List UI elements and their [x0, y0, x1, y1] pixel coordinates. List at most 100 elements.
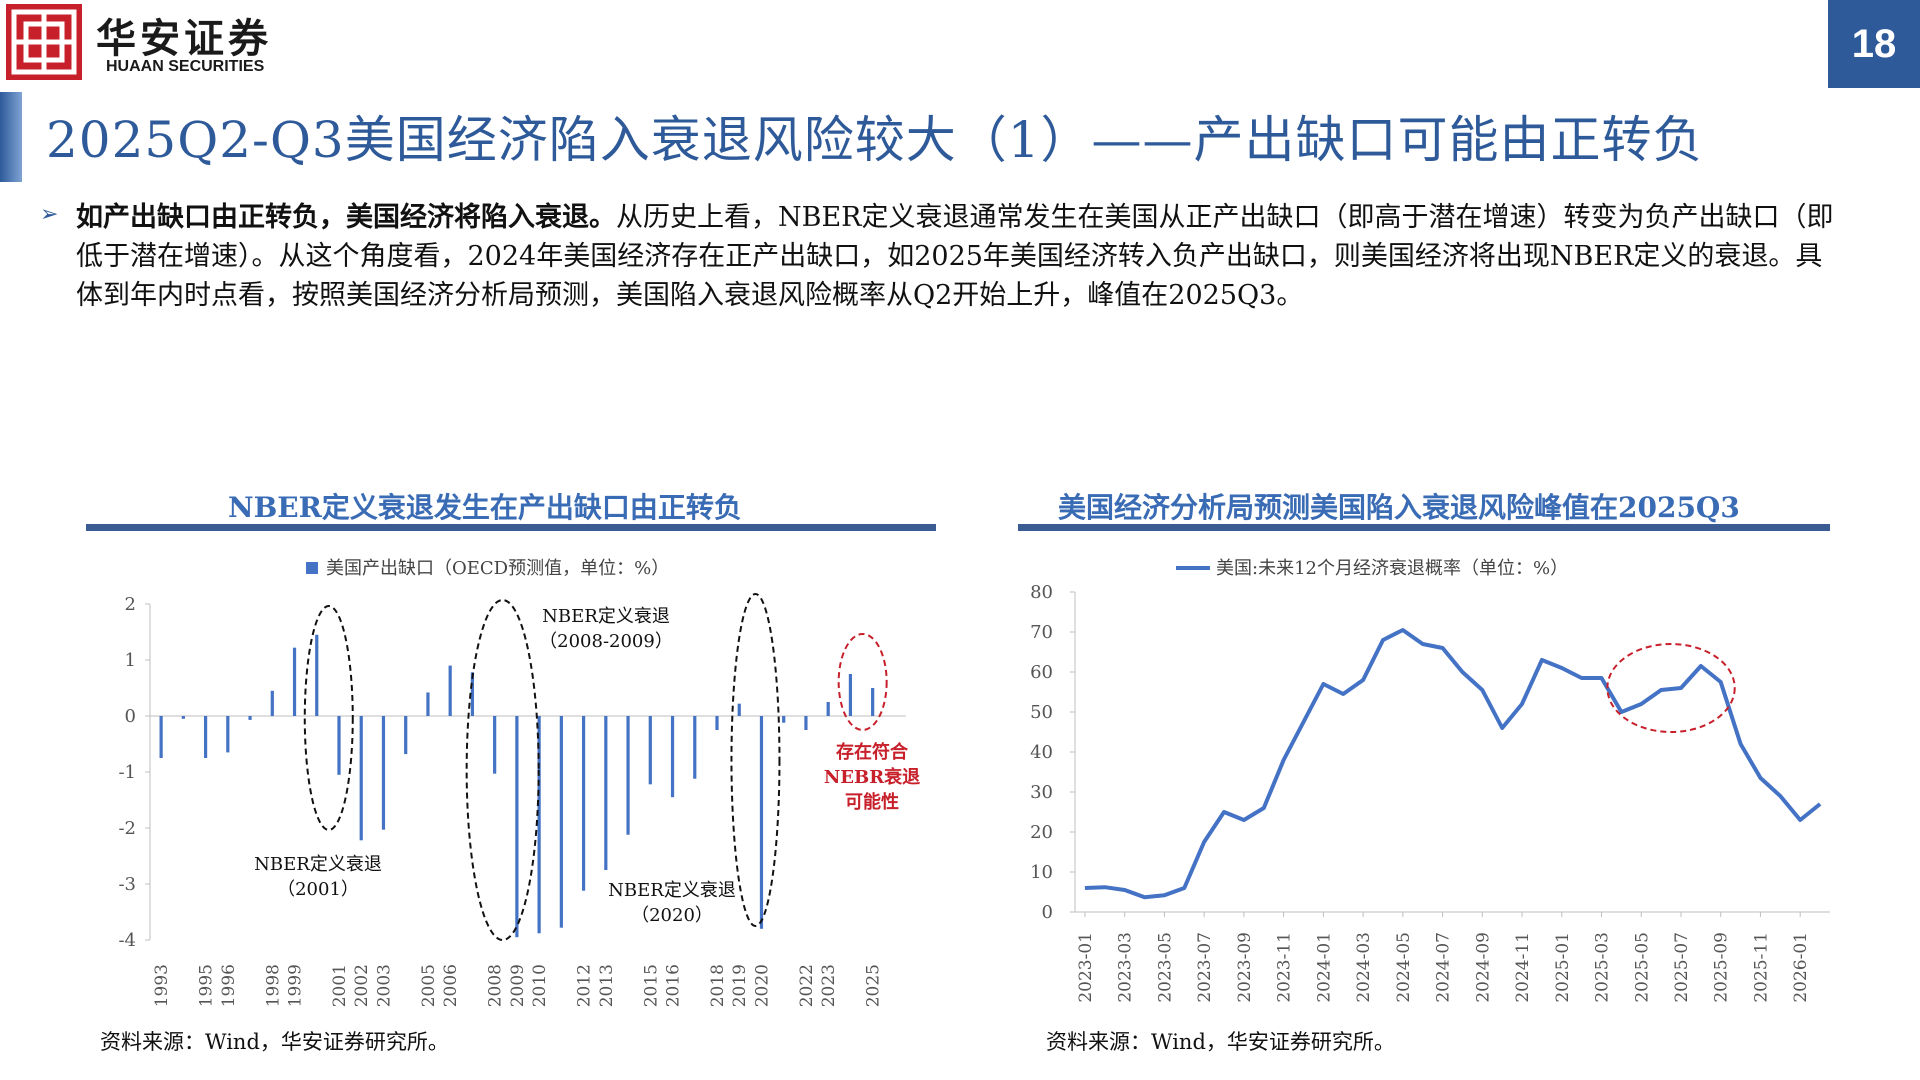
- left-chart-source: 资料来源：Wind，华安证券研究所。: [100, 1030, 449, 1054]
- x-tick-label: 2010: [530, 964, 550, 1007]
- annotation-2001-line-1: （2001）: [277, 879, 359, 900]
- x-tick-label: 2024-11: [1513, 932, 1533, 1003]
- x-tick-label: 2023-03: [1116, 932, 1136, 1003]
- bar-2012: [581, 716, 586, 891]
- bar-2007: [470, 672, 475, 716]
- x-tick-label: 2026-01: [1791, 932, 1811, 1003]
- bar-2002: [359, 716, 363, 841]
- body-text: 从历史上看，NBER定义衰退通常发生在美国从正产出缺口（即高于潜在增速）转变为负…: [76, 202, 1834, 311]
- x-tick-label: 2001: [330, 964, 350, 1007]
- x-tick-label: 2006: [441, 964, 461, 1007]
- x-tick-label: 2024-03: [1354, 932, 1374, 1003]
- y-tick-label: -3: [118, 874, 136, 895]
- x-tick-label: 2025: [864, 964, 884, 1007]
- bar-1996: [226, 716, 230, 753]
- x-tick-label: 2025-11: [1751, 932, 1771, 1003]
- annotation-2001-line-0: NBER定义衰退: [254, 854, 382, 875]
- bar-2003: [381, 716, 386, 830]
- x-tick-label: 1995: [197, 964, 217, 1007]
- x-tick-label: 2008: [486, 964, 506, 1007]
- peak-highlight-ellipse: [1606, 643, 1736, 733]
- title-accent-bar: [0, 92, 22, 182]
- y-tick-label: 80: [1030, 582, 1053, 603]
- x-tick-label: 2022: [797, 964, 817, 1007]
- y-tick-label: 40: [1030, 742, 1053, 763]
- x-tick-label: 2018: [708, 964, 728, 1007]
- x-tick-label: 2024-07: [1434, 932, 1454, 1003]
- bar-2005: [426, 692, 430, 716]
- annotation-2008-line-0: NBER定义衰退: [542, 606, 670, 627]
- y-tick-label: -4: [118, 930, 136, 951]
- x-tick-label: 2005: [419, 964, 439, 1007]
- bar-1999: [292, 647, 297, 716]
- x-tick-label: 2013: [597, 964, 617, 1007]
- bar-2021: [782, 716, 786, 723]
- x-tick-label: 2009: [508, 964, 528, 1007]
- y-tick-label: 2: [125, 594, 136, 615]
- x-tick-label: 2025-01: [1553, 932, 1573, 1003]
- recession-2008-ellipse: [465, 599, 540, 941]
- left-chart-rule: [86, 524, 936, 531]
- bar-2016: [670, 716, 675, 798]
- x-tick-label: 2016: [664, 964, 684, 1007]
- x-tick-label: 2025-09: [1712, 932, 1732, 1003]
- bar-2013: [604, 716, 608, 870]
- annotation-2020-line-0: NBER定义衰退: [608, 880, 736, 901]
- annotation-possible-line-1: NEBR衰退: [824, 766, 920, 788]
- annotation-2020-line-1: （2020）: [631, 905, 713, 926]
- x-tick-label: 2025-03: [1593, 932, 1613, 1003]
- x-tick-label: 1998: [263, 964, 283, 1007]
- huaan-logo-icon: [6, 4, 82, 80]
- right-chart-rule: [1018, 524, 1830, 531]
- body-bold-lead: 如产出缺口由正转负，美国经济将陷入衰退。: [76, 202, 616, 233]
- y-tick-label: 10: [1030, 862, 1053, 883]
- x-tick-label: 1999: [286, 964, 306, 1007]
- bar-2018: [715, 716, 719, 730]
- bar-2010: [537, 716, 541, 934]
- page-title: 2025Q2-Q3美国经济陷入衰退风险较大（1）——产出缺口可能由正转负: [46, 111, 1704, 169]
- annotation-2008-line-1: （2008-2009）: [539, 631, 673, 652]
- y-tick-label: 30: [1030, 782, 1053, 803]
- y-tick-label: -2: [118, 818, 136, 839]
- possible-recession-ellipse: [837, 633, 888, 731]
- bar-1993: [159, 716, 163, 758]
- bar-1994: [181, 716, 185, 719]
- bar-2011: [559, 716, 563, 928]
- right-chart-source: 资料来源：Wind，华安证券研究所。: [1046, 1030, 1395, 1054]
- y-tick-label: 60: [1030, 662, 1053, 683]
- bar-2023: [826, 702, 830, 716]
- y-tick-label: 0: [1042, 902, 1053, 923]
- bar-2022: [804, 716, 808, 730]
- x-tick-label: 2023: [819, 964, 839, 1007]
- brand-name-cn: 华安证券: [96, 15, 272, 62]
- x-tick-label: 2023-05: [1155, 932, 1175, 1003]
- y-tick-label: 1: [125, 650, 136, 671]
- bar-2014: [626, 716, 630, 835]
- recession-2001-ellipse: [303, 605, 354, 831]
- x-tick-label: 2020: [752, 964, 772, 1007]
- x-tick-label: 2024-01: [1314, 932, 1334, 1003]
- x-tick-label: 2023-11: [1275, 932, 1295, 1003]
- series-recession-probability: [1084, 628, 1822, 900]
- bar-1998: [270, 690, 274, 716]
- x-tick-label: 2024-05: [1394, 932, 1414, 1003]
- y-tick-label: 70: [1030, 622, 1053, 643]
- legend-swatch: [306, 562, 318, 574]
- page-number: 18: [1828, 0, 1920, 88]
- bar-2024: [848, 674, 853, 716]
- bar-2020: [759, 716, 764, 929]
- brand-name-en: HUAAN SECURITIES: [106, 58, 265, 75]
- x-tick-label: 2023-09: [1235, 932, 1255, 1003]
- y-tick-label: 20: [1030, 822, 1053, 843]
- x-tick-label: 2025-05: [1632, 932, 1652, 1003]
- bar-2015: [648, 716, 652, 785]
- y-tick-label: 50: [1030, 702, 1053, 723]
- bar-2017: [693, 716, 697, 779]
- bar-2009: [515, 716, 519, 938]
- y-tick-label: 0: [125, 706, 136, 727]
- y-tick-label: -1: [118, 762, 136, 783]
- x-tick-label: 2024-09: [1473, 932, 1493, 1003]
- bar-2000: [315, 634, 319, 716]
- bar-1995: [203, 716, 208, 758]
